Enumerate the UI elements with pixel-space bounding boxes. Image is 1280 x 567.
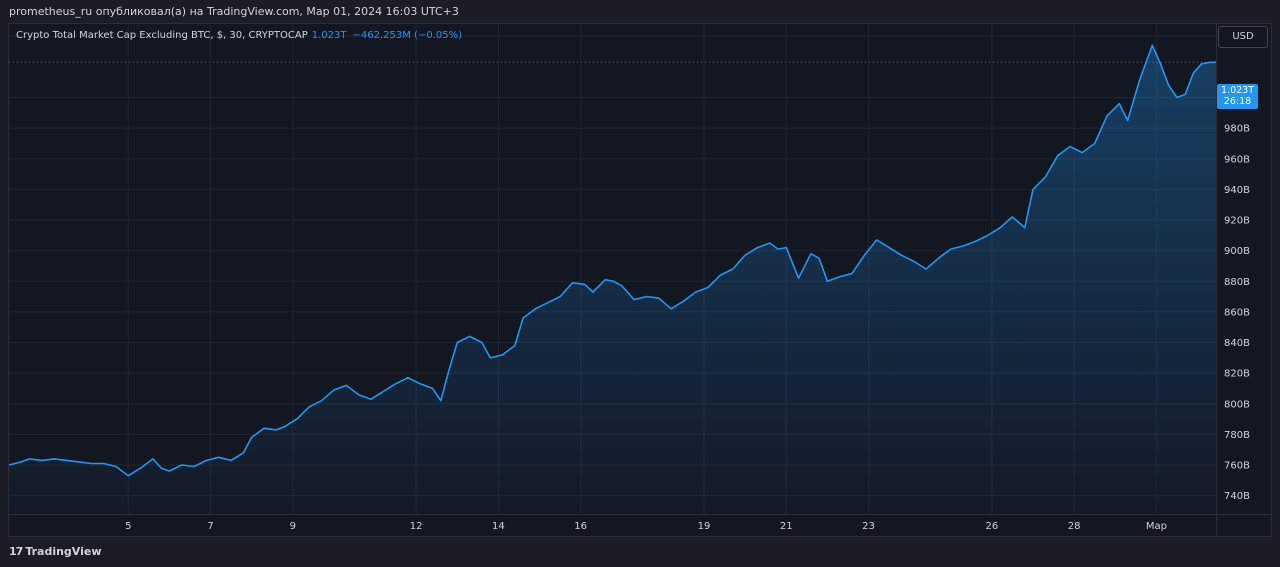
chart-legend: Crypto Total Market Cap Excluding BTC, $… bbox=[16, 30, 462, 41]
x-tick-label: 26 bbox=[986, 521, 999, 532]
publisher-header: prometheus_ru опубликовал(а) на TradingV… bbox=[9, 5, 459, 18]
price-tag-value: 1.023T bbox=[1221, 85, 1254, 96]
tradingview-logo-text: TradingView bbox=[25, 545, 102, 558]
symbol-label: Crypto Total Market Cap Excluding BTC, $… bbox=[16, 30, 308, 41]
y-tick-label: 920B bbox=[1224, 216, 1250, 227]
x-tick-label: 16 bbox=[574, 521, 587, 532]
y-tick-label: 740B bbox=[1224, 491, 1250, 502]
y-tick-label: 800B bbox=[1224, 399, 1250, 410]
x-tick-label: 12 bbox=[410, 521, 423, 532]
y-tick-label: 880B bbox=[1224, 277, 1250, 288]
y-tick-label: 780B bbox=[1224, 430, 1250, 441]
series-line[interactable] bbox=[9, 44, 1216, 477]
last-price-tag: 1.023T 26:18 bbox=[1217, 84, 1258, 109]
footer: 17 TradingView bbox=[0, 537, 1280, 567]
last-value: 1.023T bbox=[311, 30, 347, 41]
x-tick-label: 23 bbox=[862, 521, 875, 532]
tradingview-logo[interactable]: 17 TradingView bbox=[9, 545, 102, 558]
y-tick-label: 980B bbox=[1224, 124, 1250, 135]
x-tick-label: Мар bbox=[1146, 521, 1167, 532]
x-tick-label: 21 bbox=[780, 521, 793, 532]
x-tick-label: 7 bbox=[207, 521, 213, 532]
y-tick-label: 820B bbox=[1224, 369, 1250, 380]
x-tick-label: 9 bbox=[290, 521, 296, 532]
change-value: −462.253M (−0.05%) bbox=[352, 30, 463, 41]
x-tick-label: 19 bbox=[698, 521, 711, 532]
currency-button[interactable]: USD bbox=[1218, 26, 1268, 48]
y-tick-label: 940B bbox=[1224, 185, 1250, 196]
x-tick-label: 14 bbox=[492, 521, 505, 532]
x-tick-label: 5 bbox=[125, 521, 131, 532]
tradingview-logo-icon: 17 bbox=[9, 545, 23, 558]
y-tick-label: 840B bbox=[1224, 338, 1250, 349]
x-tick-label: 28 bbox=[1068, 521, 1081, 532]
series-area bbox=[9, 45, 1216, 515]
y-tick-label: 760B bbox=[1224, 461, 1250, 472]
price-chart[interactable]: 740B 760B 780B 800B 820B 840B 860B 880B 900B 920B… bbox=[9, 24, 1271, 536]
y-tick-label: 860B bbox=[1224, 307, 1250, 318]
chart-panel[interactable]: 740B 760B 780B 800B 820B 840B 860B 880B 900B 920B… bbox=[8, 23, 1272, 537]
y-tick-label: 900B bbox=[1224, 246, 1250, 257]
price-tag-countdown: 26:18 bbox=[1223, 96, 1252, 107]
y-tick-label: 960B bbox=[1224, 154, 1250, 165]
